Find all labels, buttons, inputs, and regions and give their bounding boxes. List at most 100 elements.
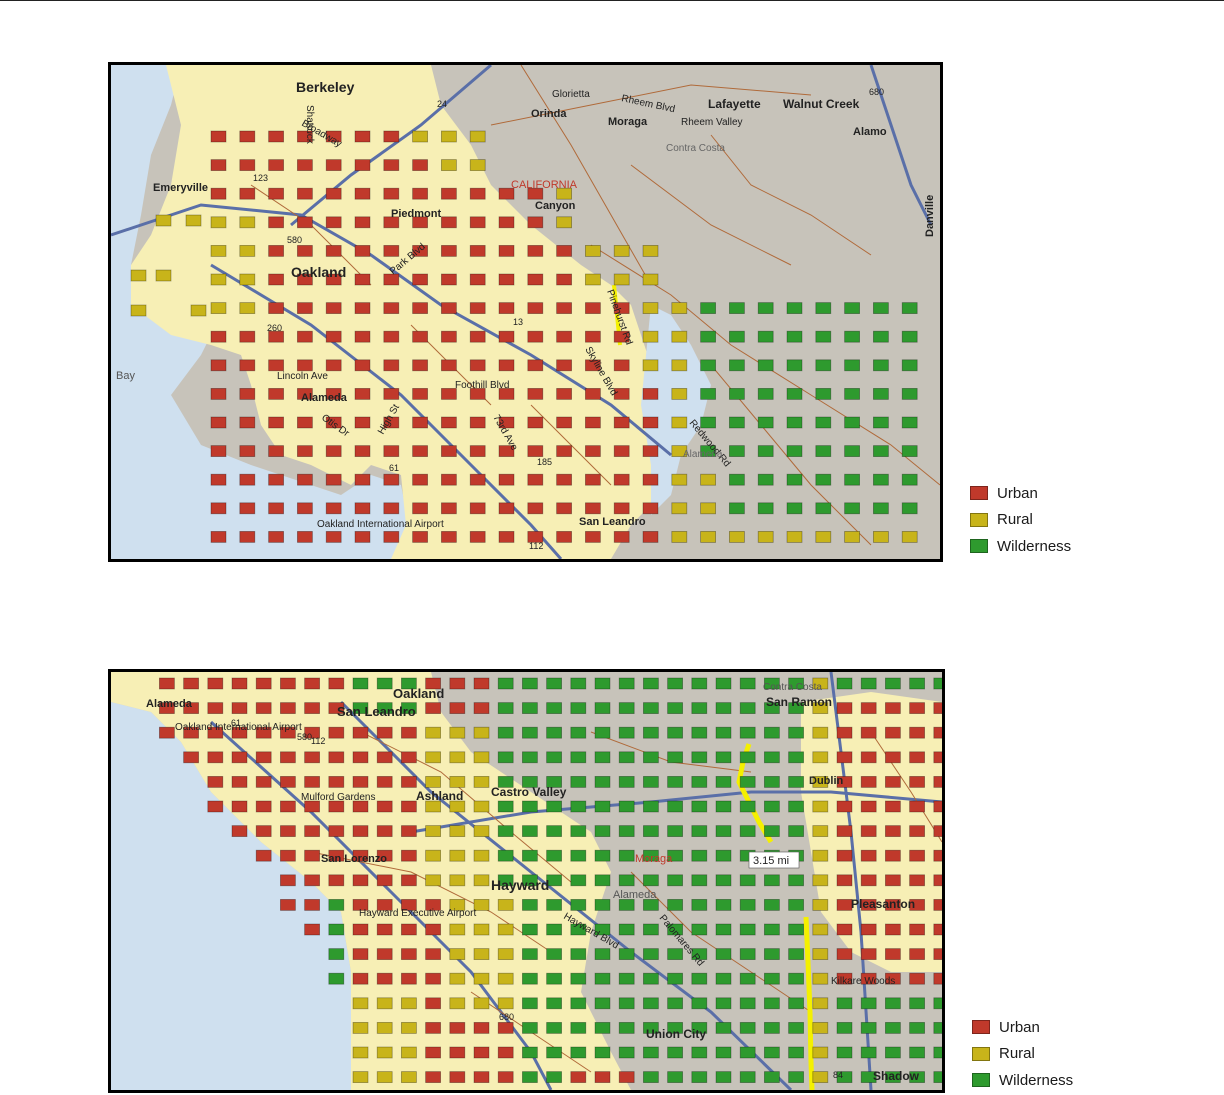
wilderness-cell — [873, 473, 889, 486]
legend-label: Rural — [999, 1045, 1035, 1063]
wilderness-cell — [873, 359, 889, 372]
urban-cell — [304, 849, 321, 862]
urban-cell — [527, 473, 544, 486]
map-oakland-region[interactable]: Berkeley Glorietta Rheem Blvd Lafayette Waln… — [108, 62, 943, 562]
rural-cell — [440, 159, 457, 171]
wilderness-cell — [788, 751, 804, 764]
urban-cell — [469, 330, 486, 343]
urban-cell — [325, 502, 342, 515]
map-label: San Leandro — [579, 516, 646, 528]
wilderness-cell — [546, 677, 563, 690]
wilderness-cell — [764, 1046, 780, 1059]
wilderness-cell — [901, 387, 918, 400]
wilderness-cell — [844, 473, 860, 486]
rural-cell — [812, 677, 829, 690]
map-hayward-region[interactable]: Alameda Oakland San Leandro Oakland Interna… — [108, 669, 945, 1093]
wilderness-cell — [594, 1046, 611, 1059]
urban-cell — [296, 416, 313, 429]
urban-cell — [527, 330, 544, 343]
wilderness-cell — [594, 726, 611, 739]
wilderness-cell — [691, 874, 708, 887]
urban-cell — [469, 302, 486, 315]
urban-cell — [860, 874, 877, 887]
urban-cell — [296, 130, 313, 143]
rural-cell — [786, 530, 803, 543]
urban-cell — [584, 530, 601, 543]
urban-cell — [885, 702, 901, 715]
wilderness-cell — [757, 330, 774, 343]
wilderness-cell — [376, 702, 393, 715]
rural-cell — [400, 1071, 417, 1084]
rural-cell — [210, 273, 227, 286]
urban-cell — [527, 502, 544, 515]
map-label: Contra Costa — [666, 143, 725, 154]
wilderness-cell — [715, 751, 732, 764]
wilderness-cell — [700, 387, 716, 400]
wilderness-cell — [497, 800, 514, 813]
wilderness-cell — [618, 1046, 635, 1059]
urban-cell — [584, 445, 601, 458]
urban-cell — [412, 359, 429, 372]
urban-cell — [449, 1021, 466, 1034]
wilderness-cell — [691, 1046, 708, 1059]
wilderness-cell — [546, 776, 563, 788]
wilderness-cell — [594, 776, 611, 788]
urban-cell — [183, 677, 199, 690]
urban-cell — [207, 726, 224, 739]
map-label: Oakland International Airport — [175, 722, 302, 733]
urban-cell — [613, 387, 630, 400]
wilderness-cell — [546, 1021, 563, 1034]
urban-cell — [584, 387, 601, 400]
rural-cell — [376, 1046, 393, 1059]
urban-cell — [239, 387, 256, 400]
urban-cell — [613, 530, 630, 543]
urban-cell — [860, 726, 877, 739]
wilderness-cell — [764, 751, 780, 764]
urban-cell — [933, 972, 942, 985]
urban-cell — [498, 445, 515, 458]
urban-cell — [383, 530, 400, 543]
route-shield-label: 61 — [389, 463, 399, 473]
urban-cell — [268, 416, 285, 429]
wilderness-cell — [815, 387, 832, 400]
wilderness-swatch — [972, 1073, 990, 1088]
wilderness-cell — [667, 972, 683, 985]
urban-cell — [909, 702, 925, 715]
urban-cell — [354, 302, 371, 315]
wilderness-cell — [764, 923, 780, 936]
rural-cell — [473, 997, 490, 1010]
urban-cell — [352, 726, 369, 739]
urban-cell — [210, 416, 227, 429]
urban-area — [131, 65, 671, 559]
urban-cell — [255, 776, 272, 788]
urban-cell — [527, 244, 544, 257]
urban-cell — [885, 800, 901, 813]
wilderness-cell — [618, 997, 635, 1010]
urban-cell — [498, 530, 515, 543]
urban-cell — [304, 677, 321, 690]
wilderness-cell — [570, 1046, 587, 1059]
rural-cell — [812, 948, 829, 961]
legend-item-wilderness: Wilderness — [972, 1067, 1073, 1094]
wilderness-cell — [376, 677, 393, 690]
rural-cell — [449, 849, 466, 862]
legend-top: Urban Rural Wilderness — [970, 480, 1071, 560]
wilderness-cell — [901, 359, 918, 372]
rural-cell — [449, 751, 466, 764]
urban-cell — [376, 874, 393, 887]
map-label: Mulford Gardens — [301, 792, 375, 803]
urban-cell — [469, 359, 486, 372]
urban-cell — [268, 330, 285, 343]
wilderness-cell — [764, 677, 780, 690]
urban-cell — [325, 445, 342, 458]
wilderness-cell — [909, 997, 925, 1010]
urban-cell — [210, 330, 227, 343]
urban-cell — [836, 825, 853, 838]
rural-cell — [473, 849, 490, 862]
urban-cell — [400, 726, 417, 739]
urban-cell — [383, 502, 400, 515]
urban-cell — [836, 898, 853, 911]
urban-cell — [376, 800, 393, 813]
top-rule — [0, 0, 1224, 1]
wilderness-cell — [844, 359, 860, 372]
